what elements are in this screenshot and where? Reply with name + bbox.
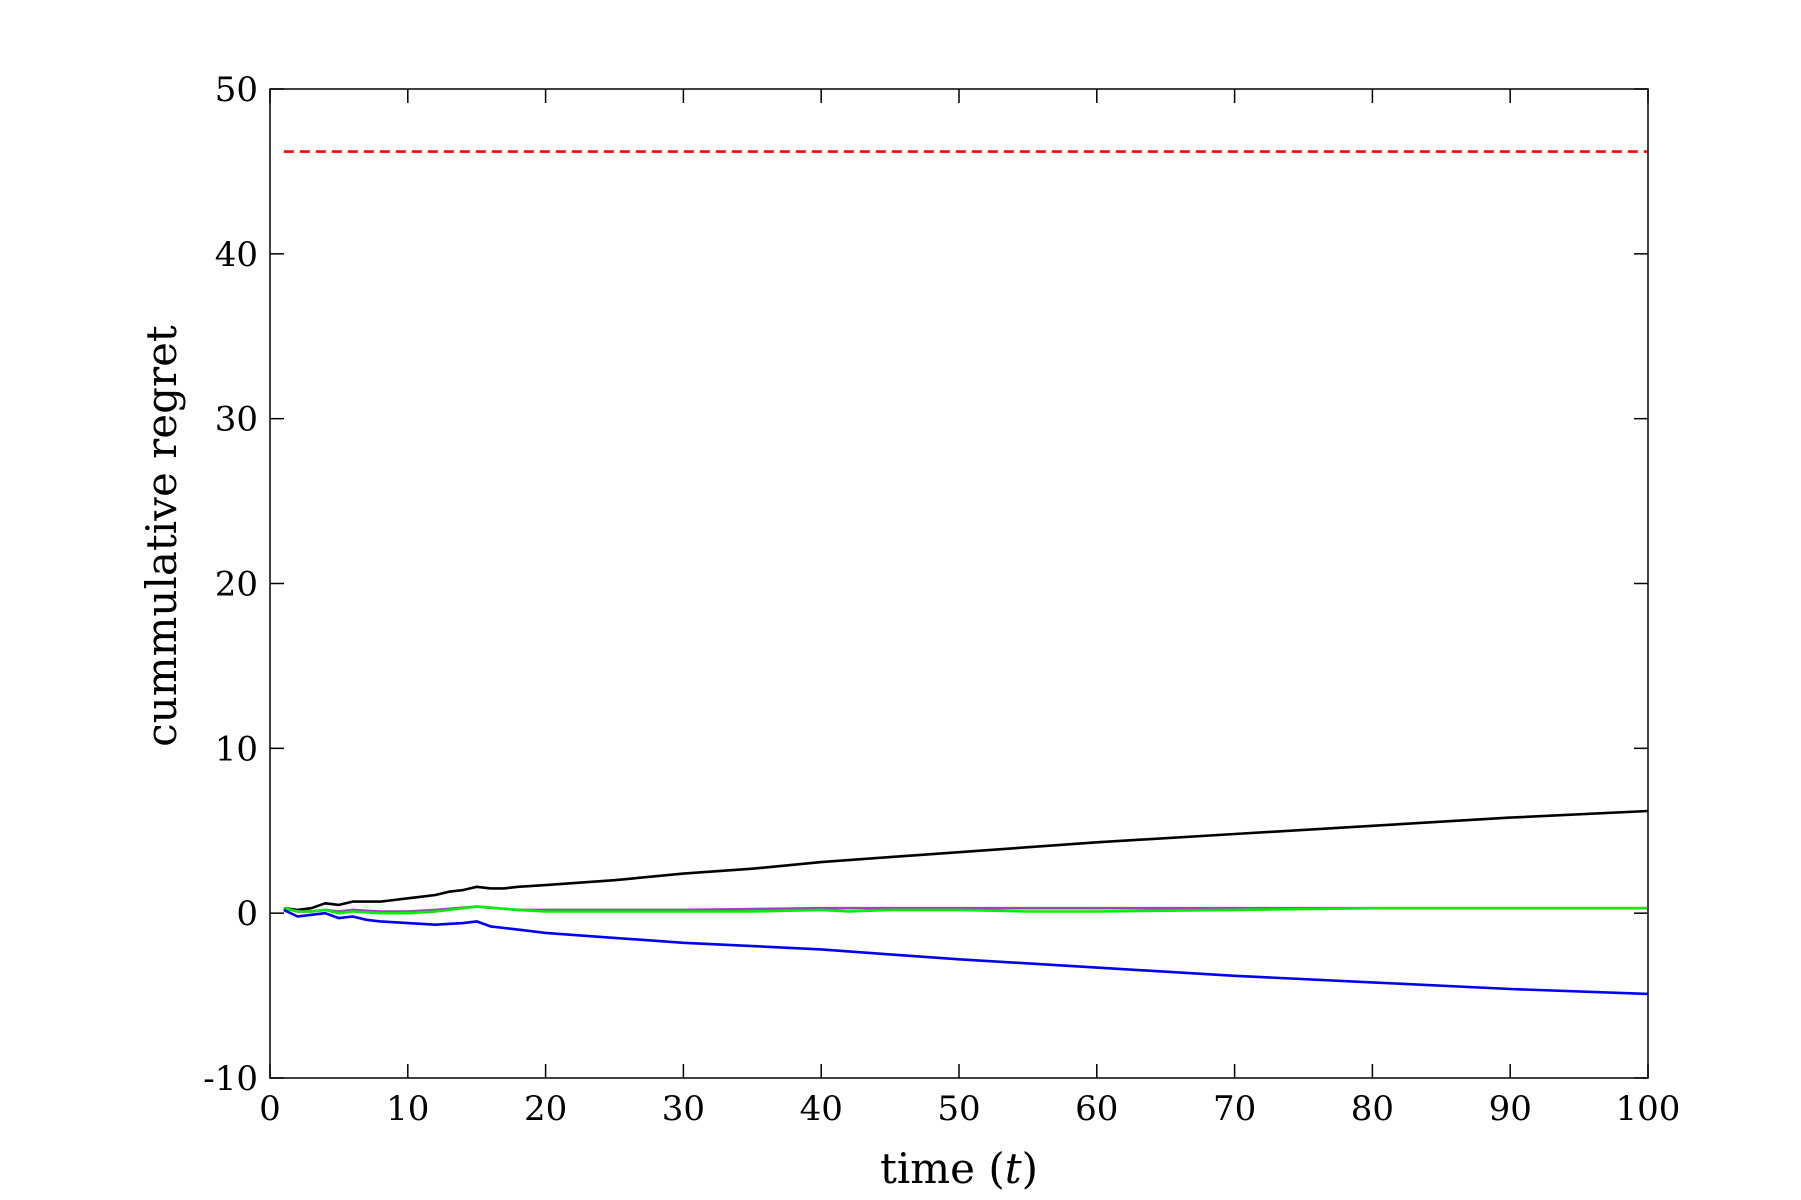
y-tick-label: -10 [203, 1059, 258, 1099]
x-tick-label: 20 [524, 1089, 567, 1129]
y-tick-label: 40 [215, 235, 258, 275]
x-axis-label-text: time ( [880, 1144, 1005, 1193]
x-tick-label: 30 [662, 1089, 705, 1129]
y-tick-label: 10 [215, 729, 258, 769]
x-axis-label: time (t) [880, 1144, 1038, 1193]
x-tick-label: 70 [1213, 1089, 1256, 1129]
y-tick-label: 50 [215, 70, 258, 110]
x-tick-label: 0 [259, 1089, 281, 1129]
x-tick-label: 40 [800, 1089, 843, 1129]
x-tick-label: 10 [386, 1089, 429, 1129]
y-tick-label: 30 [215, 400, 258, 440]
x-tick-label: 50 [937, 1089, 980, 1129]
x-axis-label-var: t [1005, 1144, 1022, 1193]
y-axis-label: cummulative regret [137, 325, 186, 747]
y-tick-label: 0 [236, 894, 258, 934]
series-line-2 [283, 809, 1649, 912]
x-axis-label-close: ) [1022, 1144, 1038, 1193]
series-line-4 [283, 905, 1648, 915]
x-tick-label: 100 [1616, 1089, 1681, 1129]
x-tick-label: 80 [1351, 1089, 1394, 1129]
y-tick-label: 20 [215, 565, 258, 605]
plot-area [270, 89, 1648, 1078]
x-tick-label: 60 [1075, 1089, 1118, 1129]
series-layer [283, 150, 1649, 996]
x-tick-label: 90 [1489, 1089, 1532, 1129]
plot-frame [269, 88, 1649, 1079]
series-line-5 [283, 908, 1649, 996]
